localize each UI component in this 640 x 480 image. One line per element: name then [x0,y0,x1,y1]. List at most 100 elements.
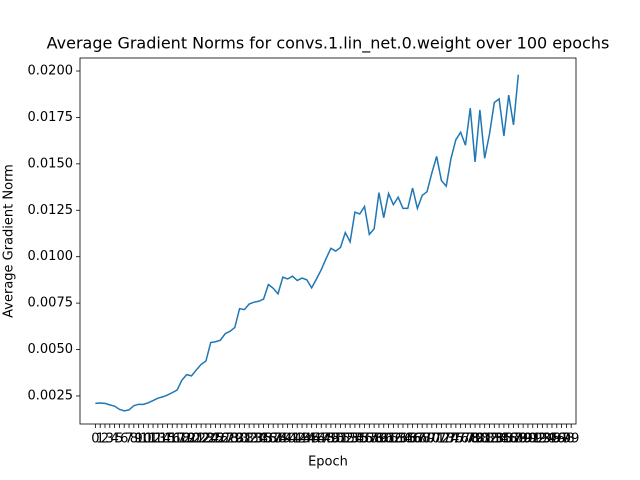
x-tick-label: 11 [140,432,157,447]
x-tick-label: 13 [150,432,167,447]
x-tick-label: 85 [496,432,513,447]
x-tick-label: 20 [183,432,200,447]
y-tick-label: 0.0150 [28,156,74,171]
y-tick-label: 0.0100 [28,249,74,264]
x-tick-label: 98 [558,432,575,447]
x-tick-label: 31 [236,432,253,447]
x-tick-label: 28 [222,432,239,447]
x-tick-label: 15 [159,432,176,447]
x-tick-label: 21 [188,432,205,447]
x-tick-label: 74 [443,432,460,447]
x-tick-label: 37 [265,432,282,447]
x-tick-label: 49 [323,432,340,447]
x-tick-label: 65 [400,432,417,447]
x-tick-label: 32 [241,432,258,447]
x-tick-label: 43 [294,432,311,447]
y-tick-label: 0.0075 [28,296,74,311]
x-tick-label: 4 [110,432,118,447]
x-tick-label: 45 [303,432,320,447]
x-tick-label: 10 [135,432,152,447]
x-tick-label: 68 [414,432,431,447]
plot-frame [79,57,577,425]
x-tick-label: 92 [529,432,546,447]
x-tick-label: 75 [448,432,465,447]
x-tick-label: 48 [318,432,335,447]
x-tick-label: 69 [419,432,436,447]
x-tick-label: 12 [145,432,162,447]
x-tick-label: 9 [134,432,142,447]
x-tick-label: 3 [106,432,114,447]
x-tick-label: 6 [120,432,128,447]
x-tick-label: 71 [428,432,445,447]
x-tick-label: 30 [231,432,248,447]
x-tick-label: 40 [279,432,296,447]
x-tick-label: 62 [385,432,402,447]
x-tick-label: 5 [115,432,123,447]
x-tick-label: 88 [510,432,527,447]
x-tick-label: 86 [500,432,517,447]
x-tick-label: 64 [395,432,412,447]
x-tick-label: 59 [371,432,388,447]
x-tick-label: 53 [342,432,359,447]
x-tick-label: 25 [207,432,224,447]
y-tick-label: 0.0025 [28,388,74,403]
x-tick-label: 27 [217,432,234,447]
x-tick-label: 84 [491,432,508,447]
x-tick-label: 93 [534,432,551,447]
x-tick-label: 80 [472,432,489,447]
x-tick-label: 16 [164,432,181,447]
x-tick-label: 81 [476,432,493,447]
x-tick-label: 55 [351,432,368,447]
x-tick-label: 22 [193,432,210,447]
x-tick-label: 46 [308,432,325,447]
y-tick-label: 0.0050 [28,342,74,357]
x-tick-label: 41 [284,432,301,447]
x-tick-label: 96 [549,432,566,447]
chart-title: Average Gradient Norms for convs.1.lin_n… [47,34,610,54]
x-tick-label: 89 [515,432,532,447]
x-tick-label: 66 [404,432,421,447]
x-tick-label: 58 [366,432,383,447]
x-tick-label: 50 [327,432,344,447]
x-tick-label: 73 [438,432,455,447]
x-tick-label: 47 [313,432,330,447]
x-tick-label: 52 [337,432,354,447]
x-axis-label: Epoch [308,455,348,470]
x-tick-label: 57 [361,432,378,447]
x-tick-label: 67 [409,432,426,447]
x-tick-label: 94 [539,432,556,447]
x-tick-label: 44 [299,432,316,447]
x-tick-label: 56 [356,432,373,447]
x-tick-label: 76 [452,432,469,447]
x-tick-label: 97 [553,432,570,447]
x-tick-label: 7 [125,432,133,447]
x-tick-label: 90 [520,432,537,447]
x-tick-label: 23 [198,432,215,447]
x-tick-label: 33 [246,432,263,447]
x-tick-label: 87 [505,432,522,447]
x-tick-label: 99 [563,432,580,447]
x-tick-label: 8 [130,432,138,447]
x-tick-label: 29 [226,432,243,447]
x-tick-label: 60 [375,432,392,447]
x-tick-label: 14 [154,432,171,447]
x-tick-label: 51 [332,432,349,447]
x-tick-label: 39 [275,432,292,447]
x-tick-label: 36 [260,432,277,447]
x-tick-label: 1 [96,432,104,447]
x-tick-label: 70 [424,432,441,447]
x-tick-label: 35 [255,432,272,447]
x-tick-label: 63 [390,432,407,447]
x-tick-label: 17 [169,432,186,447]
y-tick-label: 0.0125 [28,203,74,218]
y-axis-label: Average Gradient Norm [2,164,17,318]
x-tick-label: 0 [91,432,99,447]
x-tick-label: 34 [251,432,268,447]
x-tick-label: 42 [289,432,306,447]
x-tick-label: 61 [380,432,397,447]
x-tick-label: 19 [178,432,195,447]
data-line [95,74,520,412]
x-tick-label: 72 [433,432,450,447]
